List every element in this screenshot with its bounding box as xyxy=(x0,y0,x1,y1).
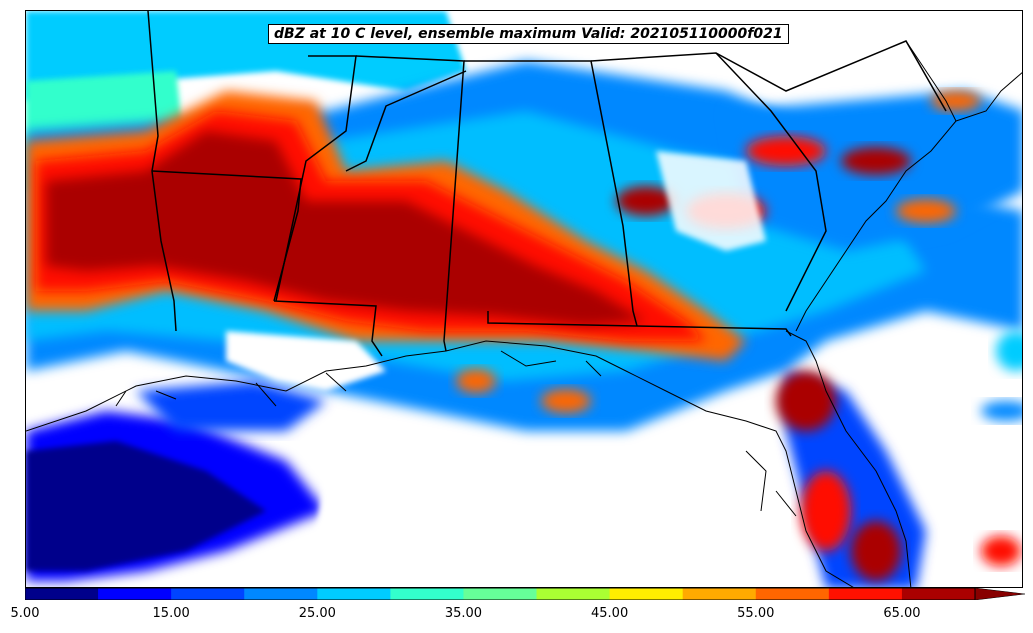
colorbar-bin xyxy=(901,588,976,600)
colorbar-bin xyxy=(682,588,757,600)
colorbar-outline xyxy=(25,588,976,600)
colorbar-tick-label: 15.00 xyxy=(152,606,190,621)
radar-map xyxy=(26,11,1022,587)
colorbar-bin xyxy=(244,588,318,600)
colorbar-bin xyxy=(463,588,538,600)
colorbar-bin xyxy=(609,588,684,600)
colorbar-tick-label: 45.00 xyxy=(591,606,629,621)
colorbar-tick-label: 55.00 xyxy=(737,606,775,621)
map-title: dBZ at 10 C level, ensemble maximum Vali… xyxy=(268,24,789,44)
colorbar-bin xyxy=(390,588,464,600)
colorbar-bin xyxy=(171,588,245,600)
colorbar-tick-label: 65.00 xyxy=(883,606,921,621)
colorbar-bin xyxy=(25,588,99,600)
map-frame: dBZ at 10 C level, ensemble maximum Vali… xyxy=(25,10,1023,588)
colorbar-bin xyxy=(828,588,903,600)
colorbar-tick-label: 35.00 xyxy=(444,606,483,621)
colorbar-tick-label: 5.00 xyxy=(10,606,40,621)
colorbar-bin xyxy=(536,588,611,600)
colorbar-tick-label: 25.00 xyxy=(298,606,336,621)
reflectivity-field xyxy=(26,11,1022,587)
colorbar-bin xyxy=(755,588,830,600)
colorbar xyxy=(25,588,1025,600)
colorbar-bin xyxy=(317,588,391,600)
coastline xyxy=(26,40,1022,587)
colorbar-bin xyxy=(98,588,172,600)
colorbar-extend-arrow xyxy=(974,588,1025,600)
